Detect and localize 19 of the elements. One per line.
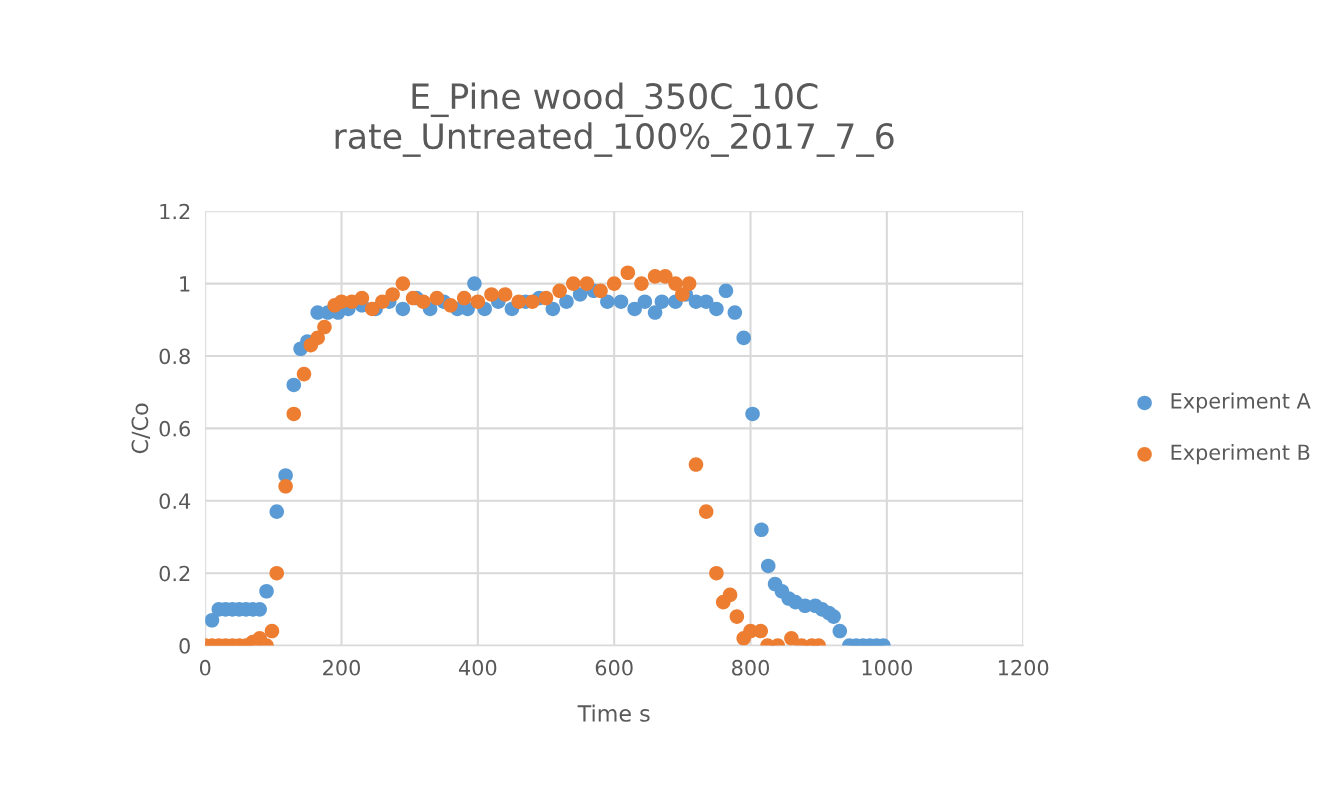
x-tick-label: 800 <box>732 659 770 676</box>
y-tick-label: 0 <box>179 638 190 654</box>
y-tick-label: 1.2 <box>160 203 190 220</box>
x-tick-label: 1200 <box>998 659 1049 676</box>
x-tick-label: 200 <box>323 659 361 676</box>
legend-label: Experiment A <box>1171 392 1311 413</box>
x-tick-label: 400 <box>458 659 497 676</box>
y-tick-label: 0.2 <box>159 565 190 582</box>
x-tick-label: 1000 <box>862 659 912 676</box>
y-tick-label: 0.4 <box>159 493 191 509</box>
y-tick-label: 0.6 <box>159 420 190 437</box>
x-axis-title: Time s <box>577 704 650 722</box>
y-tick-label: 1 <box>180 276 190 292</box>
legend-label: Experiment B <box>1171 444 1310 465</box>
chart-title: E_Pine wood_350C_10C rate_Untreated_100%_2017_7_6 <box>335 82 894 157</box>
y-tick-label: 0.8 <box>159 348 190 365</box>
x-tick-label: 0 <box>199 659 211 676</box>
x-tick-label: 600 <box>595 659 633 676</box>
y-axis-title: C/Co <box>131 403 151 454</box>
